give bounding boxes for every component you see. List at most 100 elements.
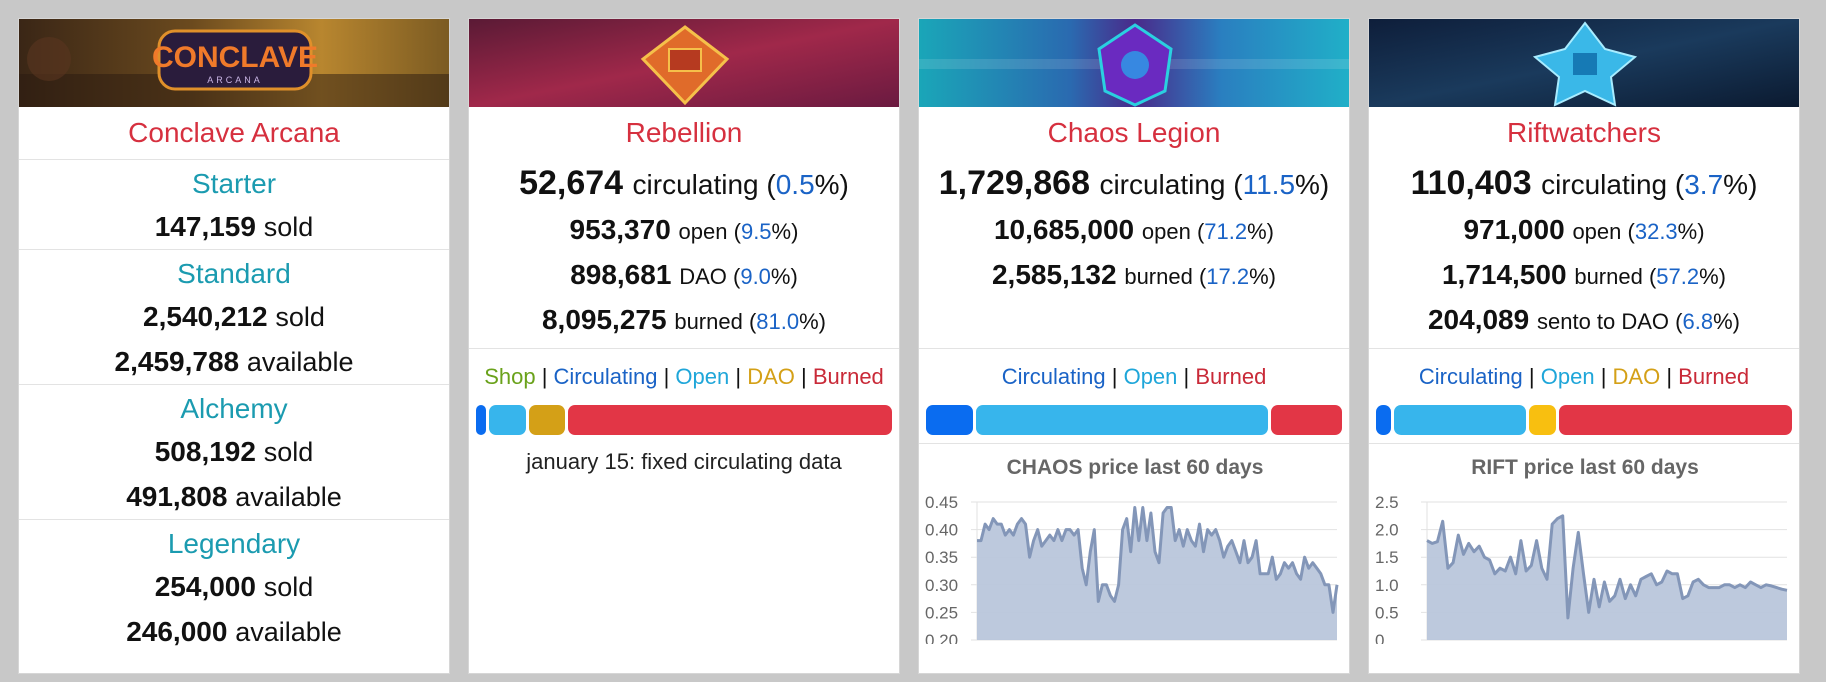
price-line [1426,514,1788,620]
banner-logo-text: CONCLAVE [152,41,318,74]
stat-burned: 1,714,500 burned (57.2%) [1441,259,1727,290]
supply-legend: Shop | Circulating | Open | DAO | Burned [484,364,884,389]
circulating-label: circulating [1541,169,1668,200]
bar-segment-dao [1528,405,1557,435]
y-tick-label: 2.0 [1375,521,1399,540]
pack-name: Standard [177,258,291,289]
bar-segment-circulating [476,405,486,435]
circulating-stat: 110,403 circulating (3.7%) [1410,164,1758,202]
circulating-stat: 1,729,868 circulating (11.5%) [938,164,1330,202]
circulating-stat: 52,674 circulating (0.5%) [519,164,849,202]
legend-dao: DAO [1612,364,1661,389]
pack-name: Legendary [167,528,301,559]
stat-open: 10,685,000 open (71.2%) [993,214,1275,245]
stat-label: open [1141,219,1191,244]
sold-label: sold [263,212,314,242]
y-tick-label: 0.5 [1375,603,1399,622]
price-chart-area: CHAOS price last 60 days 0.45 0.40 0.35 0.30… [919,443,1349,650]
stat-open: 953,370 open (9.5%) [569,214,799,245]
stat-burned: 8,095,275 burned (81.0%) [541,304,827,335]
price-area [1427,515,1787,640]
stat-pct: 71.2 [1204,219,1248,244]
bar-segment-circulating [926,405,974,435]
available-label: available [235,482,342,512]
pack-standard: Standard 2,540,212 sold 2,459,788 availa… [19,249,449,384]
available-value: 491,808 [126,481,228,512]
banner-art [919,19,1349,107]
sold-value: 2,540,212 [143,301,268,332]
circulating-pct: 11.5 [1242,169,1296,200]
circulating-label: circulating [632,169,759,200]
circulating-value: 1,729,868 [938,164,1090,202]
legend-burned: Burned [1678,364,1750,389]
stat-dao: 204,089 sento to DAO (6.8%) [1427,304,1740,335]
bar-segment-open [976,405,1269,435]
circulating-pct: 0.5 [775,169,815,200]
supply-bar [469,405,899,435]
pack-available: 2,459,788 available [19,339,449,384]
stat-label: burned [1574,264,1643,289]
y-tick-label: 1.0 [1375,576,1399,595]
stat-label: DAO [679,264,727,289]
legend-open: Open [1123,364,1178,389]
pack-name: Alchemy [180,393,288,424]
legend-burned: Burned [812,364,884,389]
stat-pct: 6.8 [1682,309,1714,334]
sold-value: 147,159 [154,211,256,242]
y-tick-label: 0.30 [925,576,958,595]
pack-sold: 147,159 sold [19,204,449,249]
card-title: Riftwatchers [1506,117,1662,148]
available-value: 246,000 [126,616,228,647]
available-label: available [235,617,342,647]
stat-burned: 2,585,132 burned (17.2%) [991,259,1277,290]
stat-value: 204,089 [1427,304,1530,335]
stat-pct: 32.3 [1634,219,1678,244]
sold-label: sold [263,572,314,602]
y-tick-label: 2.5 [1375,493,1399,512]
chart-title: RIFT price last 60 days [1471,456,1699,479]
pack-starter: Starter 147,159 sold [19,159,449,249]
bar-segment-burned [568,405,892,435]
stat-label: open [1572,219,1622,244]
legend-circulating: Circulating [553,364,658,389]
pack-sold: 508,192 sold [19,429,449,474]
circulating-value: 110,403 [1410,164,1532,202]
chaos-price-chart: CHAOS price last 60 days 0.45 0.40 0.35 0.30… [925,456,1339,650]
y-tick-label: 0.40 [925,521,958,540]
sold-label: sold [275,302,325,332]
stat-label: burned [1124,264,1193,289]
bar-segment-burned [1271,405,1342,435]
card-title: Chaos Legion [1047,117,1221,148]
bar-segment-open [488,405,527,435]
banner-chaos-legion [919,19,1349,107]
legend-shop: Shop [484,364,536,389]
y-tick-label: 0.35 [925,548,958,567]
stat-pct: 9.0 [740,264,771,289]
bar-segment-burned [1559,405,1792,435]
stat-pct: 57.2 [1656,264,1700,289]
banner-logo-sub: ARCANA [207,75,263,85]
available-label: available [246,347,354,377]
banner-art [469,19,899,107]
stat-label: burned [674,309,743,334]
bar-segment-open [1394,405,1526,435]
legend-open: Open [1540,364,1595,389]
card-rebellion: Rebellion 52,674 circulating (0.5%) 953,… [468,18,900,674]
card-chaos-legion: Chaos Legion 1,729,868 circulating (11.5… [918,18,1350,674]
banner-riftwatchers [1369,19,1799,107]
pack-sold: 2,540,212 sold [19,294,449,339]
card-title: Conclave Arcana [128,117,340,148]
stat-value: 2,585,132 [991,259,1117,290]
price-area [977,507,1337,640]
y-tick-label: 0 [1375,631,1384,644]
pack-name: Starter [191,168,277,199]
pack-available: 491,808 available [19,474,449,519]
banner-art [1369,19,1799,107]
stat-label: sento to DAO [1536,309,1670,334]
legend-dao: DAO [747,364,795,389]
pack-legendary: Legendary 254,000 sold 246,000 available [19,519,449,654]
card-conclave-arcana: CONCLAVE ARCANA Conclave Arcana Starter … [18,18,450,674]
sold-label: sold [263,437,314,467]
banner-conclave-arcana: CONCLAVE ARCANA [19,19,449,107]
